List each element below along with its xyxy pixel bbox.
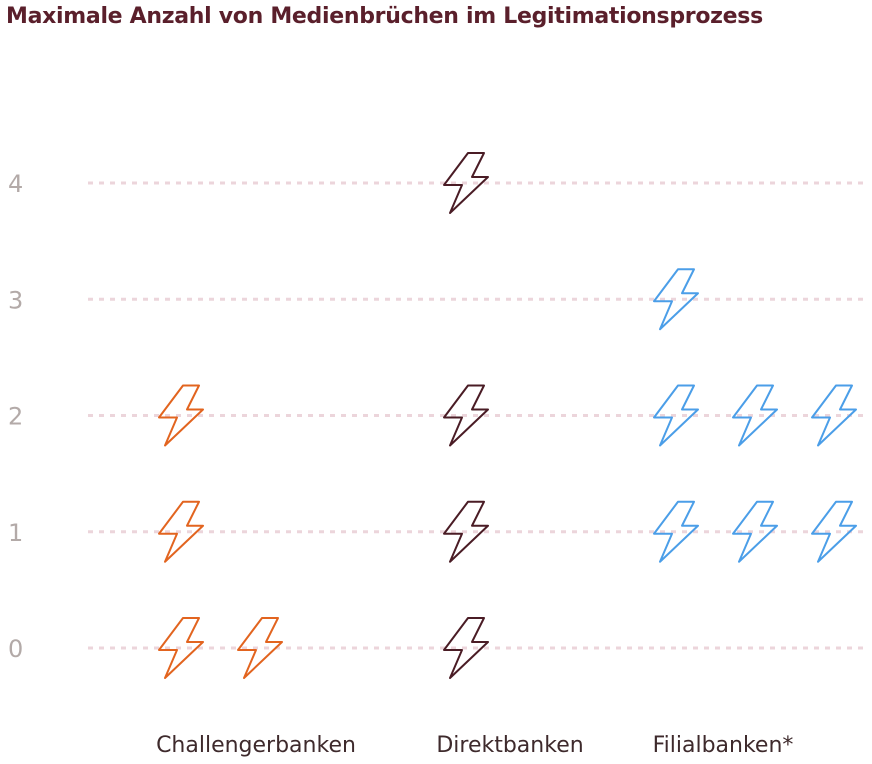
y-tick-label: 3: [8, 286, 23, 314]
x-axis-labels: Challengerbanken Direktbanken Filialbanken…: [156, 733, 793, 758]
y-axis-ticks: 0 1 2 3 4: [8, 170, 23, 663]
lightning-bolt-icon: [653, 268, 699, 331]
lightning-bolt-icon: [237, 617, 283, 679]
y-tick-label: 2: [8, 403, 23, 431]
lightning-bolt-icon: [653, 384, 699, 447]
lightning-bolt-icon: [732, 384, 778, 447]
lightning-bolt-icon: [732, 500, 778, 563]
y-tick-label: 0: [8, 635, 23, 663]
y-tick-label: 4: [8, 170, 23, 198]
lightning-bolt-icon: [653, 500, 699, 563]
y-tick-label: 1: [8, 519, 23, 547]
x-category-label: Challengerbanken: [156, 733, 356, 758]
chart-title: Maximale Anzahl von Medienbrüchen im Leg…: [6, 4, 763, 29]
lightning-bolt-icon: [158, 384, 204, 447]
lightning-bolt-icon: [443, 384, 489, 447]
lightning-bolt-icon: [443, 152, 489, 214]
x-category-label: Filialbanken*: [653, 733, 794, 758]
lightning-bolt-icon: [158, 617, 204, 679]
x-category-label: Direktbanken: [436, 733, 583, 758]
grid-lines: [88, 181, 866, 650]
lightning-bolt-icon: [158, 500, 204, 563]
lightning-bolt-icon: [811, 500, 857, 563]
pictogram-marks: [158, 152, 857, 679]
lightning-bolt-icon: [811, 384, 857, 447]
lightning-bolt-icon: [443, 500, 489, 563]
lightning-bolt-icon: [443, 617, 489, 679]
